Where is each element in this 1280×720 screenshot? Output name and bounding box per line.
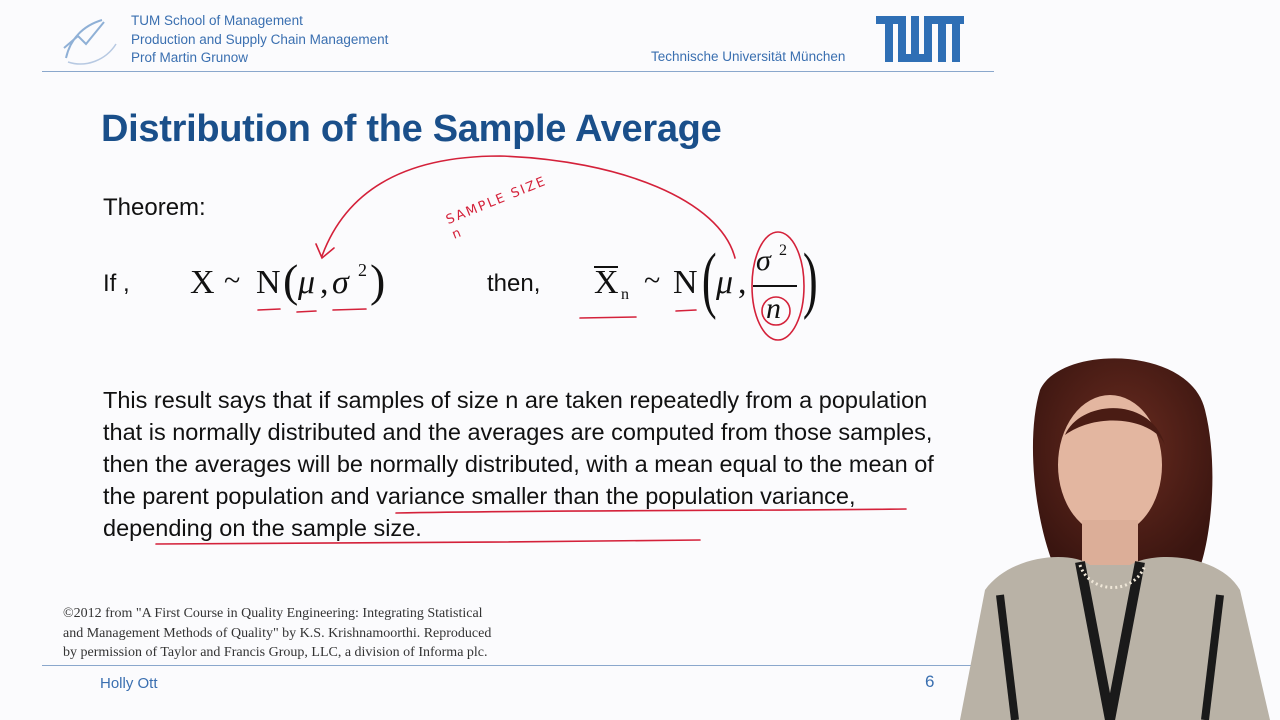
underlined-phrase-mean: equal to the mean of the parent populati… xyxy=(103,451,934,509)
sigma-symbol: σ xyxy=(756,244,771,277)
underlined-phrase-variance: variance smaller than the population var… xyxy=(376,483,850,509)
sigma-symbol: σ xyxy=(332,264,349,301)
institution-line: Production and Supply Chain Management xyxy=(131,31,389,47)
overbar xyxy=(594,266,618,268)
exponent: 2 xyxy=(779,242,787,259)
slide-title: Distribution of the Sample Average xyxy=(101,108,722,150)
close-paren: ) xyxy=(802,239,818,321)
credit-line: by permission of Taylor and Francis Grou… xyxy=(63,645,488,660)
body-text-part: , depending on the sample size. xyxy=(103,483,856,541)
normal-n: N xyxy=(673,264,698,301)
tilde: ~ xyxy=(224,264,241,297)
variable-x: X xyxy=(190,264,215,301)
comma: , xyxy=(320,264,329,301)
exponent: 2 xyxy=(358,260,367,280)
normal-n: N xyxy=(256,264,281,301)
subscript-n: n xyxy=(621,286,629,303)
school-logo-icon xyxy=(63,19,117,65)
mu-symbol: μ xyxy=(298,264,316,301)
if-label: If , xyxy=(103,270,130,297)
open-paren: ( xyxy=(701,239,717,321)
denominator-n: n xyxy=(766,292,781,325)
credit-line: ©2012 from "A First Course in Quality En… xyxy=(63,606,483,621)
fraction-bar xyxy=(753,285,797,287)
body-text-part: This result says that if samples of size… xyxy=(103,387,933,477)
mu-symbol: μ xyxy=(716,264,734,301)
speaker-video xyxy=(960,358,1270,720)
handwritten-note: SAMPLE SIZE n xyxy=(444,173,550,243)
copyright-credit: ©2012 from "A First Course in Quality En… xyxy=(63,604,491,663)
university-name: Technische Universität München xyxy=(651,49,846,64)
theorem-label: Theorem: xyxy=(103,194,206,221)
tilde: ~ xyxy=(644,264,661,297)
header-divider xyxy=(42,71,994,72)
close-paren: ) xyxy=(370,255,386,306)
page-number: 6 xyxy=(925,672,935,691)
footer-divider xyxy=(42,665,972,666)
variable-xbar: X xyxy=(594,264,619,301)
open-paren: ( xyxy=(283,255,299,306)
institution-line: Prof Martin Grunow xyxy=(131,50,249,65)
institution-line: TUM School of Management xyxy=(131,13,303,28)
comma: , xyxy=(738,264,747,301)
body-paragraph: This result says that if samples of size… xyxy=(103,384,953,544)
credit-line: and Management Methods of Quality" by K.… xyxy=(63,625,492,641)
body-text-part: and xyxy=(323,483,377,509)
institution-block: TUM School of Management Production and … xyxy=(131,12,388,68)
then-label: then, xyxy=(487,270,541,297)
presenter-name: Holly Ott xyxy=(100,675,158,692)
tum-logo xyxy=(876,16,964,62)
